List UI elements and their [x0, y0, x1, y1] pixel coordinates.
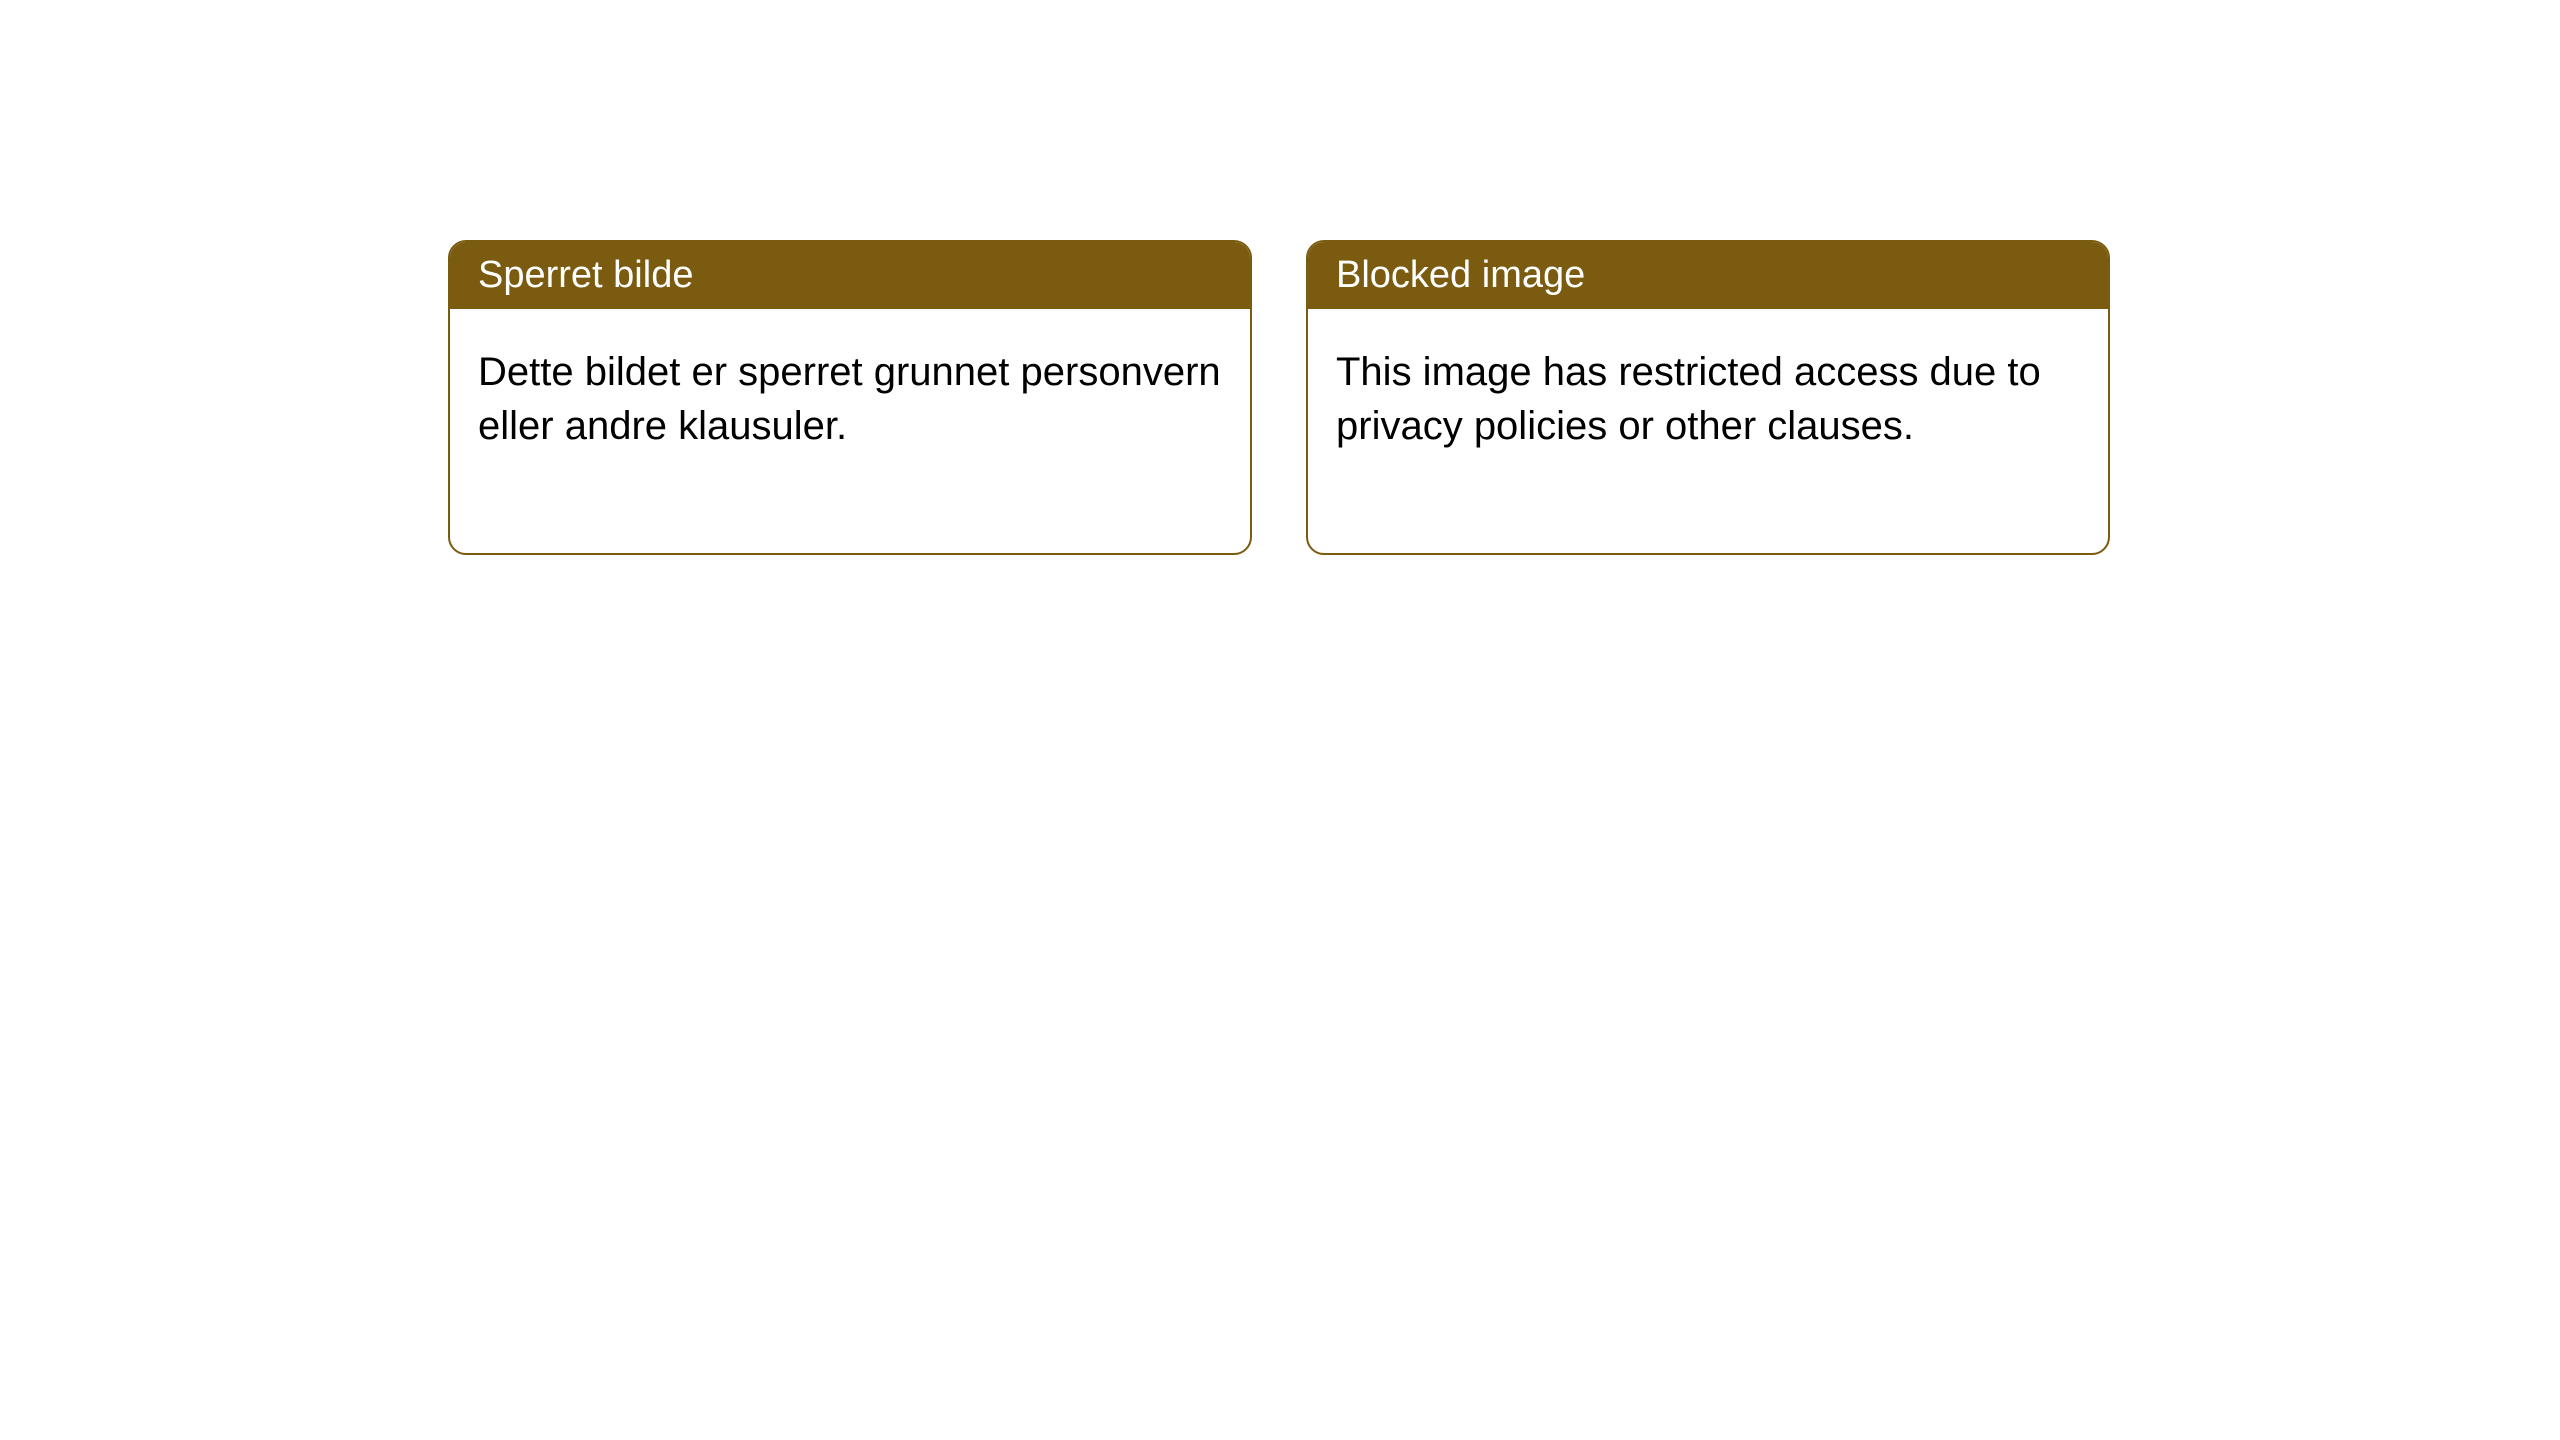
card-body: Dette bildet er sperret grunnet personve…: [450, 309, 1250, 553]
notice-container: Sperret bilde Dette bildet er sperret gr…: [0, 0, 2560, 555]
card-title: Sperret bilde: [478, 254, 693, 296]
card-body-text: This image has restricted access due to …: [1336, 350, 2041, 448]
card-title: Blocked image: [1336, 254, 1585, 296]
notice-card-english: Blocked image This image has restricted …: [1306, 240, 2110, 555]
notice-card-norwegian: Sperret bilde Dette bildet er sperret gr…: [448, 240, 1252, 555]
card-body: This image has restricted access due to …: [1308, 309, 2108, 553]
card-header: Sperret bilde: [450, 242, 1250, 309]
card-header: Blocked image: [1308, 242, 2108, 309]
card-body-text: Dette bildet er sperret grunnet personve…: [478, 350, 1221, 448]
